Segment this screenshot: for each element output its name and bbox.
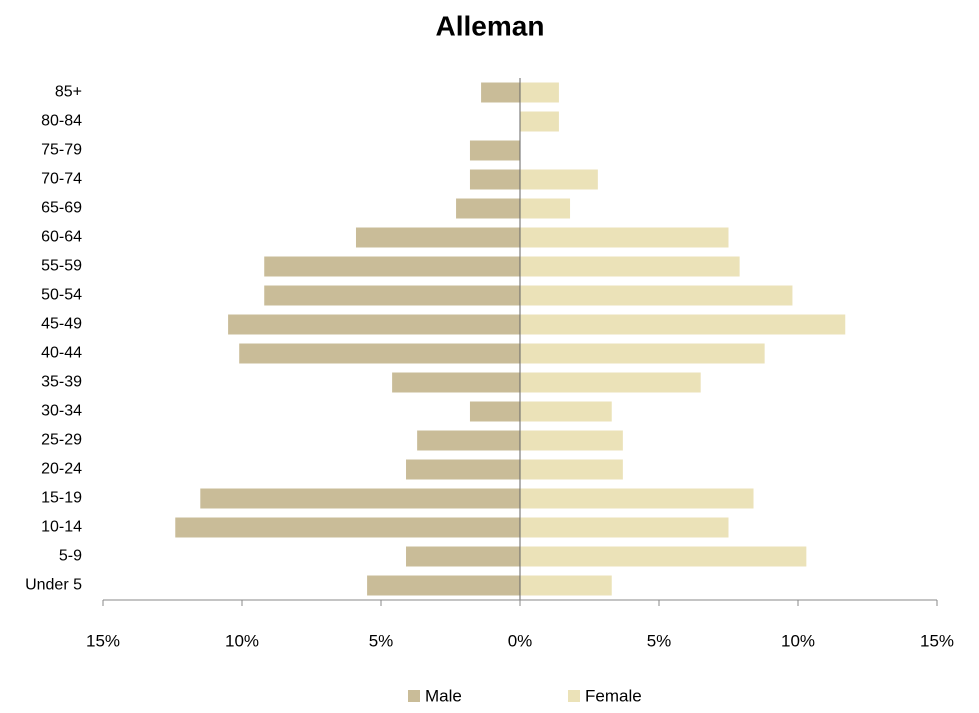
y-tick-label: 75-79 (41, 142, 82, 159)
legend-swatch (568, 690, 580, 702)
bar (520, 82, 559, 103)
y-tick-label: 70-74 (41, 171, 82, 188)
bar (456, 198, 520, 219)
legend-swatch (408, 690, 420, 702)
y-tick-label: 45-49 (41, 316, 82, 333)
y-tick-label: 80-84 (41, 113, 82, 130)
x-tick-label: 10% (225, 631, 259, 650)
bar (520, 517, 729, 538)
bar (520, 169, 598, 190)
x-tick-label: 0% (508, 631, 533, 650)
x-tick-label: 15% (86, 631, 120, 650)
bar (520, 285, 793, 306)
bar (520, 430, 623, 451)
bar (481, 82, 520, 103)
x-tick-label: 15% (920, 631, 954, 650)
bar (520, 546, 807, 567)
y-tick-label: 20-24 (41, 461, 82, 478)
bar (367, 575, 520, 596)
y-tick-label: 25-29 (41, 432, 82, 449)
bar (520, 459, 623, 480)
bar (520, 401, 612, 422)
y-tick-label: 65-69 (41, 200, 82, 217)
y-tick-label: 40-44 (41, 345, 82, 362)
bar (520, 488, 754, 509)
bar (520, 111, 559, 132)
x-tick-label: 5% (647, 631, 672, 650)
bar (355, 227, 520, 248)
y-tick-label: 85+ (55, 84, 82, 101)
bar (264, 256, 520, 277)
bar (264, 285, 520, 306)
y-tick-label: 15-19 (41, 490, 82, 507)
bar (239, 343, 520, 364)
y-tick-label: 50-54 (41, 287, 82, 304)
legend-label: Female (585, 686, 642, 705)
y-tick-label: 30-34 (41, 403, 82, 420)
bar (175, 517, 520, 538)
y-tick-label: 60-64 (41, 229, 82, 246)
bar (520, 227, 729, 248)
bar (392, 372, 520, 393)
bar (417, 430, 520, 451)
bar (520, 198, 571, 219)
bar (469, 401, 520, 422)
bar (520, 256, 740, 277)
bar (200, 488, 521, 509)
bar (520, 372, 701, 393)
bar (469, 169, 520, 190)
bar (520, 575, 612, 596)
bar (520, 314, 846, 335)
chart-title: Alleman (436, 10, 545, 41)
y-tick-label: 55-59 (41, 258, 82, 275)
y-tick-label: 35-39 (41, 374, 82, 391)
bar (228, 314, 520, 335)
y-tick-label: 10-14 (41, 519, 82, 536)
bar (406, 546, 520, 567)
legend-label: Male (425, 686, 462, 705)
bar (469, 140, 520, 161)
bar (406, 459, 520, 480)
y-tick-label: Under 5 (25, 577, 82, 594)
x-tick-label: 5% (369, 631, 394, 650)
bar (520, 343, 765, 364)
x-tick-label: 10% (781, 631, 815, 650)
y-tick-label: 5-9 (59, 548, 82, 565)
